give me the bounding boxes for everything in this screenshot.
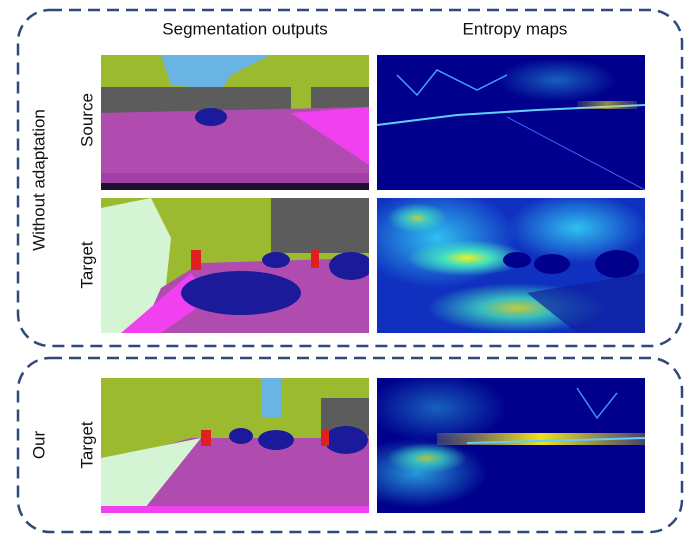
column-header: Entropy maps <box>463 19 568 38</box>
row-label: Target <box>77 241 96 289</box>
entropy-image <box>347 373 645 513</box>
segmentation-image <box>101 198 373 333</box>
row-label: Source <box>77 93 96 147</box>
group-label: Our <box>29 430 48 459</box>
segmentation-image <box>101 378 369 513</box>
segmentation-image <box>101 55 369 190</box>
column-header: Segmentation outputs <box>162 19 327 38</box>
entropy-image <box>377 55 645 190</box>
entropy-image <box>357 188 647 333</box>
group-label: Without adaptation <box>29 109 48 251</box>
row-label: Target <box>77 421 96 469</box>
figure: Segmentation outputs Entropy maps Withou… <box>0 0 688 540</box>
